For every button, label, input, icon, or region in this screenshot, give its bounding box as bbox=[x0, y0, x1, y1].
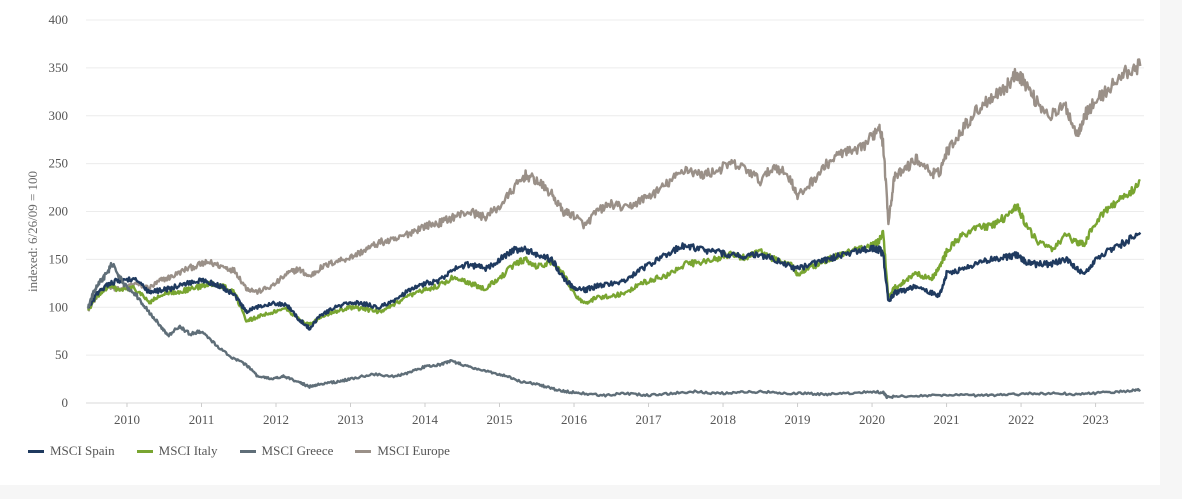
x-tick-label: 2014 bbox=[412, 412, 439, 427]
legend-label-europe: MSCI Europe bbox=[377, 443, 450, 458]
y-tick-label: 100 bbox=[49, 299, 69, 314]
x-tick-label: 2018 bbox=[710, 412, 736, 427]
legend-item-europe: MSCI Europe bbox=[355, 443, 450, 459]
legend-label-greece: MSCI Greece bbox=[261, 443, 334, 458]
legend-item-spain: MSCI Spain bbox=[28, 443, 115, 459]
x-tick-label: 2012 bbox=[263, 412, 289, 427]
x-tick-label: 2011 bbox=[189, 412, 215, 427]
legend-swatch-italy bbox=[136, 449, 153, 453]
y-axis-label: indexed: 6/26/09 = 100 bbox=[25, 171, 40, 292]
x-tick-label: 2013 bbox=[338, 412, 364, 427]
x-tick-label: 2020 bbox=[859, 412, 885, 427]
x-tick-label: 2023 bbox=[1083, 412, 1109, 427]
y-tick-label: 250 bbox=[49, 156, 69, 171]
chart-card: 0 50 100 150 200 250 300 350 400 2010 2011 2012 201… bbox=[25, 12, 1144, 459]
legend: MSCI Spain MSCI Italy MSCI Greece MSCI E… bbox=[28, 443, 450, 459]
y-tick-label: 200 bbox=[49, 204, 69, 219]
x-tick-labels: 2010 2011 2012 2013 2014 2015 2016 2017 2018 2019… bbox=[114, 412, 1109, 427]
series-line-msci-greece bbox=[87, 261, 1142, 400]
legend-swatch-europe bbox=[355, 449, 372, 453]
x-tick-label: 2019 bbox=[785, 412, 811, 427]
gridlines bbox=[86, 19, 1144, 407]
series-line-msci-spain bbox=[87, 231, 1142, 331]
series-lines bbox=[87, 58, 1142, 400]
legend-item-greece: MSCI Greece bbox=[239, 443, 334, 459]
y-tick-label: 300 bbox=[49, 108, 69, 123]
x-tick-label: 2016 bbox=[561, 412, 588, 427]
y-tick-label: 150 bbox=[49, 251, 69, 266]
legend-label-spain: MSCI Spain bbox=[50, 443, 115, 458]
legend-item-italy: MSCI Italy bbox=[136, 443, 218, 459]
y-tick-label: 350 bbox=[49, 60, 69, 75]
x-tick-label: 2021 bbox=[934, 412, 960, 427]
x-tick-label: 2015 bbox=[487, 412, 513, 427]
series-line-msci-europe bbox=[87, 58, 1142, 312]
y-tick-label: 400 bbox=[49, 12, 69, 27]
y-tick-label: 50 bbox=[55, 347, 68, 362]
series-line-msci-italy bbox=[87, 179, 1141, 326]
legend-label-italy: MSCI Italy bbox=[158, 443, 218, 458]
legend-swatch-spain bbox=[28, 449, 44, 453]
y-tick-label: 0 bbox=[62, 395, 69, 410]
x-tick-label: 2010 bbox=[114, 412, 140, 427]
x-tick-label: 2017 bbox=[636, 412, 663, 427]
y-tick-labels: 0 50 100 150 200 250 300 350 400 bbox=[49, 12, 69, 410]
x-tick-label: 2022 bbox=[1008, 412, 1034, 427]
legend-swatch-greece bbox=[239, 449, 256, 453]
